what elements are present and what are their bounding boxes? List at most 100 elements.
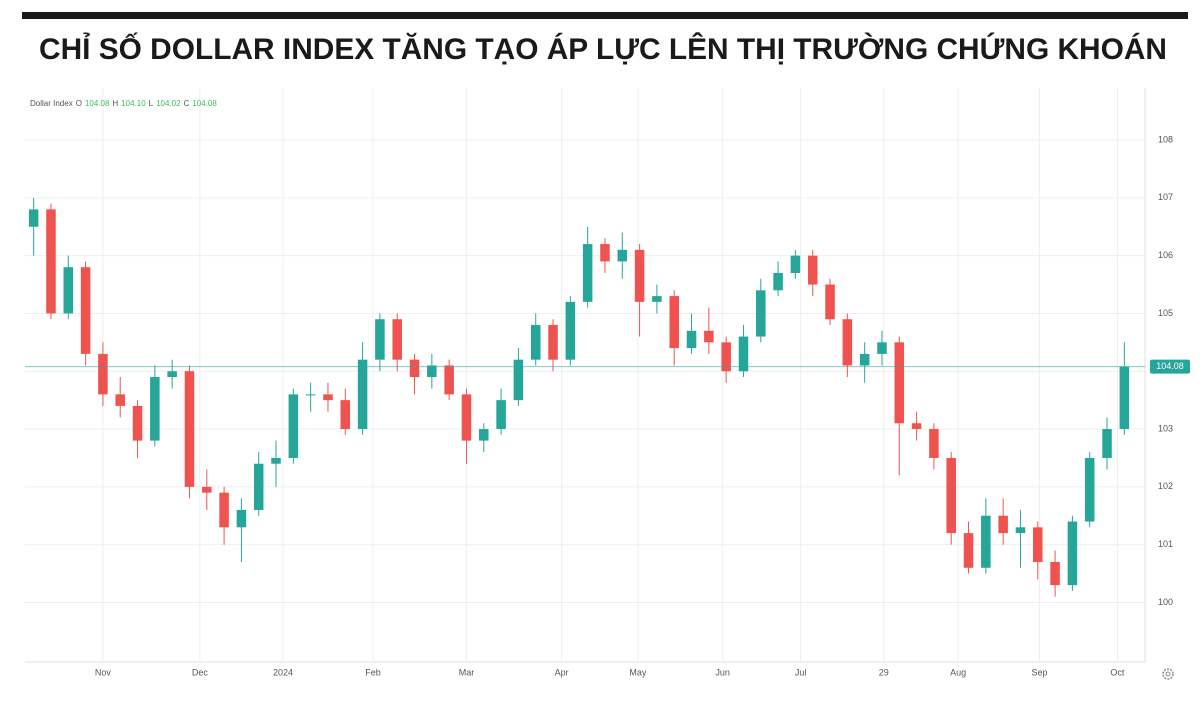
legend-label: O [76, 99, 82, 108]
candle-body [963, 533, 974, 568]
y-tick-label: 105 [1158, 308, 1173, 318]
candle-body [894, 342, 905, 424]
candle-body [427, 365, 437, 378]
top-rule [22, 12, 1188, 19]
ohlc-legend: Dollar Index O 104.08 H 104.10 L 104.02 C 104.08 [30, 99, 217, 108]
candle-body [271, 457, 281, 464]
candle-body [98, 353, 108, 395]
candle-body [513, 359, 524, 401]
x-tick-label: Jul [795, 667, 807, 677]
candle-body [305, 394, 316, 396]
candle-body [669, 296, 679, 349]
y-tick-label: 106 [1158, 250, 1173, 260]
last-price-label: 104.08 [1156, 361, 1184, 371]
candle-body [738, 336, 749, 372]
y-tick-label: 108 [1158, 134, 1173, 144]
candle-body [461, 394, 472, 441]
candle-body [28, 209, 39, 227]
candle-body [253, 463, 264, 510]
candle-body [63, 267, 74, 314]
candle-body [790, 255, 801, 273]
candle-body [132, 405, 143, 441]
candle-body [1119, 366, 1130, 430]
legend-label: L [149, 99, 154, 108]
candle-body [479, 429, 489, 441]
candle-body [704, 330, 714, 343]
chart-title: CHỈ SỐ DOLLAR INDEX TĂNG TẠO ÁP LỰC LÊN … [39, 32, 1167, 66]
legend-value: 104.08 [85, 99, 110, 108]
legend-label: C [184, 99, 190, 108]
candle-body [496, 400, 506, 430]
x-tick-label: Feb [365, 667, 381, 677]
x-tick-label: Sep [1032, 667, 1048, 677]
x-tick-label: 2024 [273, 667, 293, 677]
legend-value: 104.02 [156, 99, 181, 108]
candle-body [756, 290, 766, 337]
candle-body [548, 324, 558, 360]
candle-body [184, 371, 195, 487]
candle-body [1067, 521, 1078, 586]
candle-body [721, 342, 731, 372]
candle-body [877, 342, 887, 354]
candle-body [582, 244, 593, 302]
candle-body [617, 249, 628, 262]
candle-body [998, 515, 1008, 534]
series-name: Dollar Index [30, 99, 73, 108]
legend-value: 104.10 [121, 99, 146, 108]
candle-body [652, 296, 662, 302]
x-tick-label: Oct [1110, 667, 1125, 677]
candle-body [929, 429, 939, 458]
candle-body [357, 359, 368, 430]
x-tick-label: Apr [555, 667, 569, 677]
y-tick-label: 101 [1158, 539, 1173, 549]
y-tick-label: 100 [1158, 597, 1173, 607]
candle-body [981, 515, 991, 568]
legend-label: H [112, 99, 118, 108]
candle-body [1033, 527, 1043, 562]
candle-body [773, 272, 783, 291]
candle-body [115, 394, 125, 406]
candle-body [219, 492, 229, 528]
last-price-tag [1150, 359, 1190, 374]
candle-body [1050, 561, 1060, 586]
candle-body [911, 423, 922, 430]
x-tick-label: Nov [95, 667, 112, 677]
candle-body [565, 301, 576, 360]
candle-body [807, 255, 818, 285]
candle-body [150, 377, 160, 441]
candle-body [409, 359, 420, 378]
x-tick-label: Aug [950, 667, 966, 677]
candle-body [288, 394, 299, 458]
y-tick-label: 103 [1158, 423, 1173, 433]
y-tick-label: 107 [1158, 192, 1173, 202]
candle-body [530, 324, 541, 360]
x-tick-label: May [629, 667, 647, 677]
candle-body [1084, 457, 1095, 522]
candle-body [80, 267, 91, 354]
y-tick-label: 102 [1158, 481, 1173, 491]
candle-body [859, 353, 870, 366]
x-tick-label: Dec [192, 667, 209, 677]
candle-body [392, 319, 402, 360]
candle-body [634, 249, 645, 302]
x-tick-label: Jun [715, 667, 730, 677]
candle-body [340, 400, 351, 430]
candle-body [686, 330, 697, 349]
candle-body [167, 371, 177, 378]
x-tick-label: Mar [459, 667, 475, 677]
candle-body [600, 244, 610, 262]
candle-body [1015, 527, 1026, 534]
candle-body [946, 457, 956, 534]
candle-body [202, 486, 212, 493]
settings-icon[interactable] [1162, 668, 1174, 680]
candle-body [444, 365, 454, 395]
candle-body [323, 394, 333, 401]
candle-body [825, 284, 835, 320]
candle-body [375, 319, 385, 360]
candle-body [236, 509, 247, 528]
candle-body [842, 319, 853, 366]
candle-body [46, 209, 56, 314]
candle-body [1102, 429, 1112, 458]
